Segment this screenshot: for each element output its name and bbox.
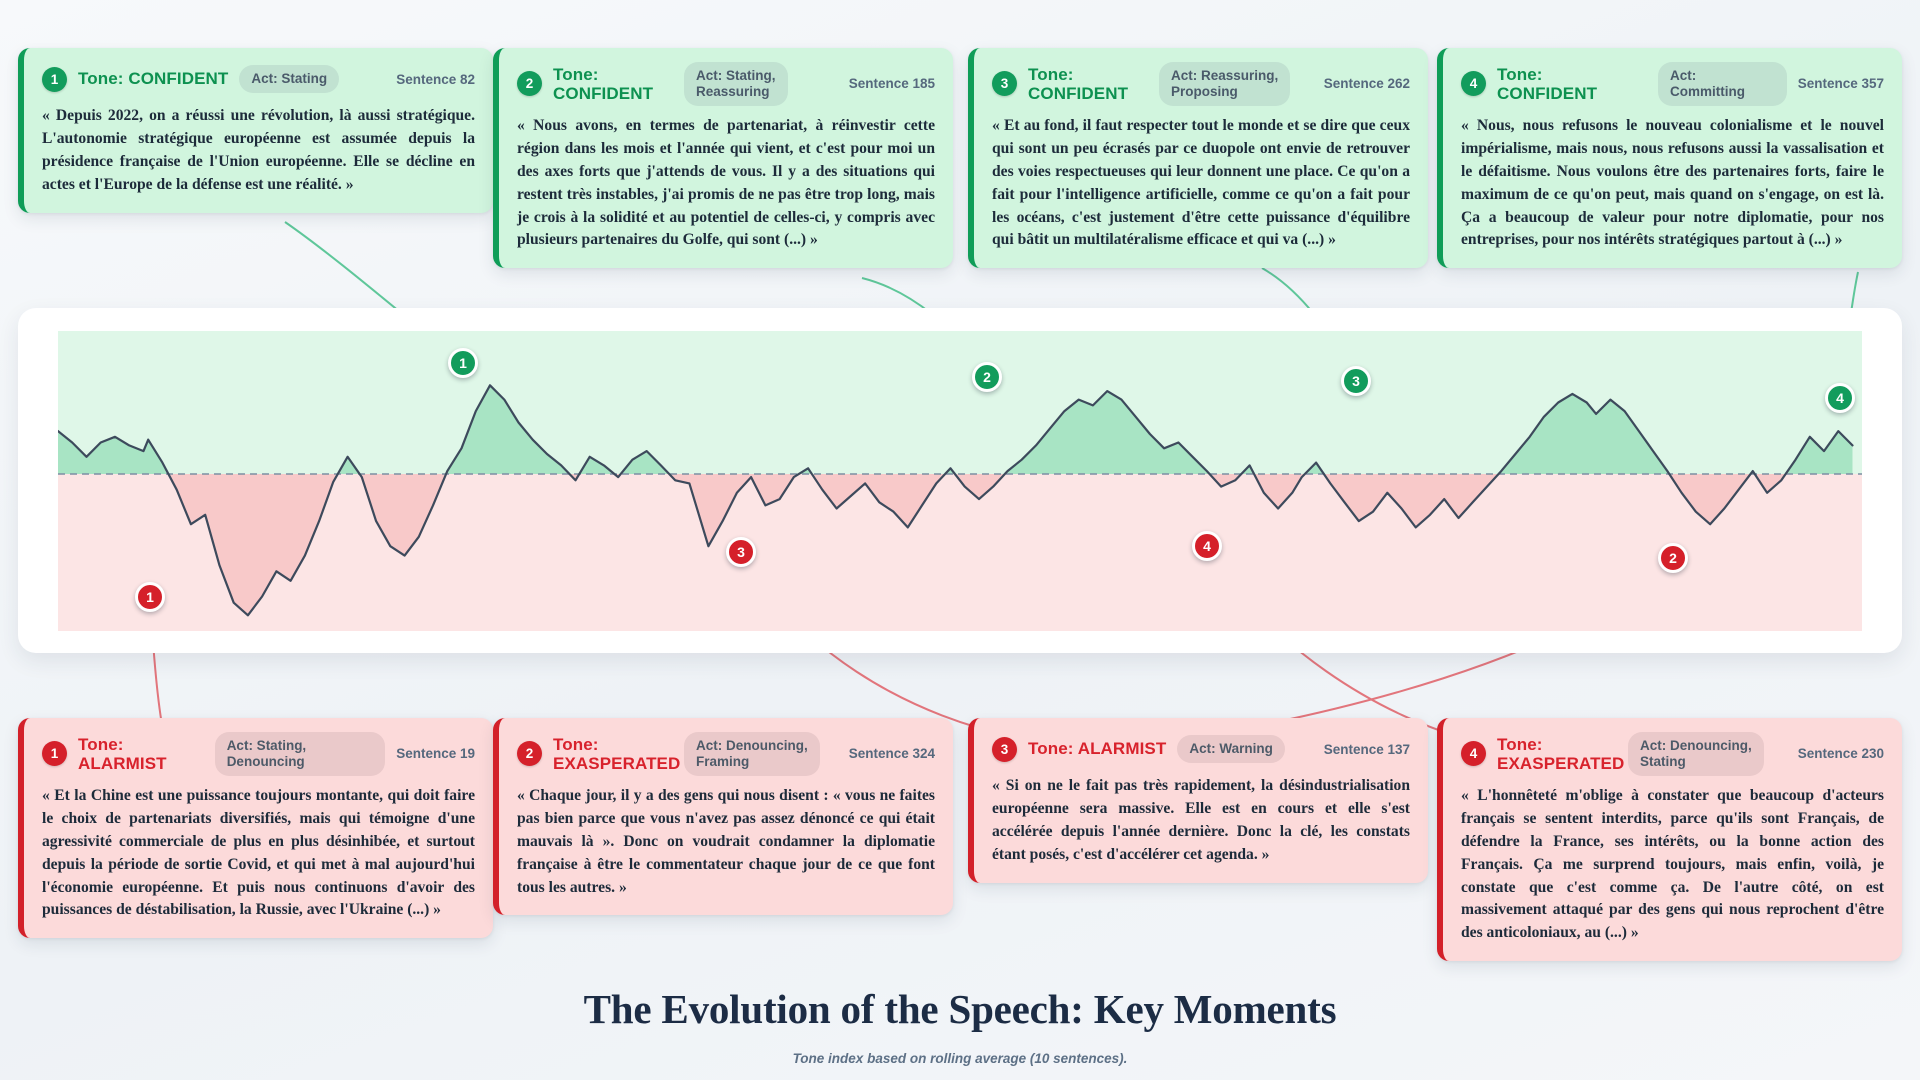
chart-marker-neg-3[interactable]: 3: [726, 537, 756, 567]
top-card-2[interactable]: 2 Tone: CONFIDENT Act: Stating, Reassuri…: [493, 48, 953, 269]
page-title: The Evolution of the Speech: Key Moments: [583, 986, 1337, 1032]
marker-badge: 4: [1461, 71, 1486, 97]
card-header: 2 Tone: EXASPERATED Act: Denouncing, Fra…: [517, 732, 935, 776]
top-card-4[interactable]: 4 Tone: CONFIDENT Act: Committing Senten…: [1437, 48, 1902, 269]
act-chip: Act: Denouncing, Framing: [684, 732, 820, 776]
tone-label: Tone: CONFIDENT: [78, 69, 229, 89]
tone-line: [58, 384, 1854, 617]
quote-text: « Chaque jour, il y a des gens qui nous …: [517, 786, 935, 896]
card-header: 4 Tone: EXASPERATED Act: Denouncing, Sta…: [1461, 732, 1884, 776]
act-chip: Act: Warning: [1177, 735, 1285, 763]
page-subtitle: Tone index based on rolling average (10 …: [792, 1051, 1128, 1066]
card-header: 4 Tone: CONFIDENT Act: Committing Senten…: [1461, 62, 1884, 106]
sentence-label: Sentence 230: [1797, 746, 1884, 762]
marker-badge: 1: [42, 741, 67, 767]
negative-area: [58, 474, 1853, 616]
sentence-label: Sentence 262: [1323, 76, 1410, 92]
marker-badge: 3: [992, 736, 1017, 762]
positive-area: [58, 385, 1853, 474]
chart-panel: [18, 308, 1902, 653]
tone-label: Tone: CONFIDENT: [1497, 64, 1598, 103]
marker-badge: 2: [517, 71, 542, 97]
quote-text: « Nous, nous refusons le nouveau colonia…: [1461, 116, 1884, 249]
tone-index-chart: [58, 331, 1862, 631]
bottom-card-4[interactable]: 4 Tone: EXASPERATED Act: Denouncing, Sta…: [1437, 718, 1902, 962]
chart-marker-neg-2[interactable]: 2: [1658, 543, 1688, 573]
top-card-1[interactable]: 1 Tone: CONFIDENT Act: Stating Sentence …: [18, 48, 493, 213]
sentence-label: Sentence 185: [848, 76, 935, 92]
quote-text: « Si on ne le fait pas très rapidement, …: [992, 777, 1410, 863]
card-header: 1 Tone: CONFIDENT Act: Stating Sentence …: [42, 62, 475, 96]
tone-label: Tone: EXASPERATED: [1497, 734, 1625, 773]
act-chip: Act: Committing: [1657, 62, 1787, 106]
quote-text: « Nous avons, en termes de partenariat, …: [517, 116, 935, 249]
chart-svg: [58, 331, 1862, 631]
bottom-card-1[interactable]: 1 Tone: ALARMIST Act: Stating, Denouncin…: [18, 718, 493, 939]
tone-label: Tone: ALARMIST: [1028, 739, 1167, 759]
tone-label: Tone: ALARMIST: [78, 734, 167, 773]
card-header: 1 Tone: ALARMIST Act: Stating, Denouncin…: [42, 732, 475, 776]
chart-marker-pos-3[interactable]: 3: [1341, 366, 1371, 396]
chart-marker-neg-1[interactable]: 1: [135, 582, 165, 612]
chart-marker-pos-4[interactable]: 4: [1825, 383, 1855, 413]
act-chip: Act: Stating: [239, 65, 340, 93]
marker-badge: 1: [42, 66, 67, 92]
act-chip: Act: Reassuring, Proposing: [1159, 62, 1291, 106]
bottom-card-3[interactable]: 3 Tone: ALARMIST Act: Warning Sentence 1…: [968, 718, 1428, 883]
marker-badge: 4: [1461, 741, 1486, 767]
top-card-3[interactable]: 3 Tone: CONFIDENT Act: Reassuring, Propo…: [968, 48, 1428, 269]
sentence-label: Sentence 357: [1797, 76, 1884, 92]
act-chip: Act: Stating, Reassuring: [684, 62, 788, 106]
quote-text: « L'honnêteté m'oblige à constater que b…: [1461, 786, 1884, 942]
sentence-label: Sentence 137: [1323, 741, 1410, 757]
tone-label: Tone: CONFIDENT: [1028, 64, 1129, 103]
chart-marker-neg-4[interactable]: 4: [1192, 531, 1222, 561]
quote-text: « Et au fond, il faut respecter tout le …: [992, 116, 1410, 249]
sentence-label: Sentence 324: [848, 746, 935, 762]
chart-marker-pos-2[interactable]: 2: [972, 362, 1002, 392]
card-header: 3 Tone: ALARMIST Act: Warning Sentence 1…: [992, 732, 1410, 766]
act-chip: Act: Denouncing, Stating: [1628, 732, 1764, 776]
tone-label: Tone: CONFIDENT: [553, 64, 654, 103]
tone-label: Tone: EXASPERATED: [553, 734, 681, 773]
quote-text: « Depuis 2022, on a réussi une révolutio…: [42, 107, 475, 193]
act-chip: Act: Stating, Denouncing: [214, 732, 386, 776]
chart-marker-pos-1[interactable]: 1: [448, 348, 478, 378]
marker-badge: 3: [992, 71, 1017, 97]
card-header: 2 Tone: CONFIDENT Act: Stating, Reassuri…: [517, 62, 935, 106]
card-header: 3 Tone: CONFIDENT Act: Reassuring, Propo…: [992, 62, 1410, 106]
marker-badge: 2: [517, 741, 542, 767]
sentence-label: Sentence 19: [396, 746, 475, 762]
bottom-card-2[interactable]: 2 Tone: EXASPERATED Act: Denouncing, Fra…: [493, 718, 953, 916]
quote-text: « Et la Chine est une puissance toujours…: [42, 786, 475, 919]
sentence-label: Sentence 82: [396, 71, 475, 87]
